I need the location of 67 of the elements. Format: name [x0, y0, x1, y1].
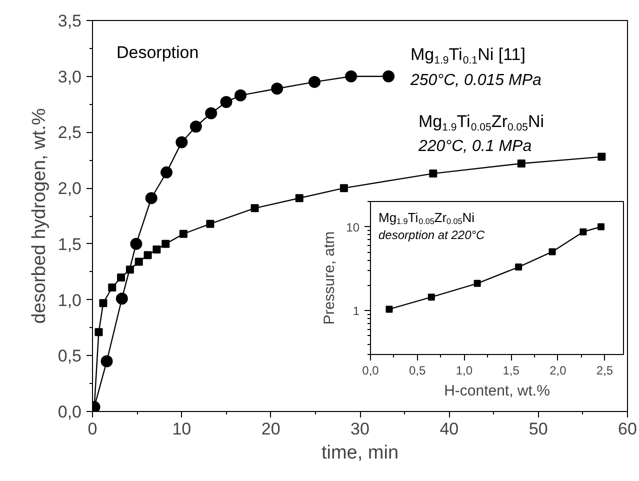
x-tick-label: 40	[440, 420, 459, 438]
x-tick-label: 1,5	[502, 364, 520, 378]
x-axis-title: time, min	[321, 442, 399, 464]
point	[220, 96, 232, 108]
point	[428, 294, 435, 301]
point	[116, 292, 128, 305]
y-tick-label: 0,0	[58, 402, 82, 422]
point	[99, 299, 108, 308]
point	[190, 120, 202, 133]
point	[126, 266, 134, 274]
point	[429, 170, 438, 178]
point	[94, 328, 103, 336]
point	[382, 70, 395, 82]
point	[474, 280, 481, 287]
x-tick-label: 0,0	[362, 364, 380, 378]
point	[580, 228, 587, 236]
point	[598, 152, 606, 161]
point	[206, 220, 214, 228]
y-tick-label: 2,5	[58, 123, 82, 142]
point	[598, 223, 605, 230]
x-tick-label: 20	[261, 420, 280, 438]
point	[205, 107, 218, 120]
x-tick-label: 2,5	[596, 364, 614, 378]
point	[234, 89, 247, 102]
point	[117, 273, 126, 282]
point	[145, 192, 158, 204]
point	[162, 240, 170, 248]
point	[160, 166, 173, 178]
point	[548, 248, 556, 256]
x-tick-label: 0	[88, 420, 98, 438]
point	[271, 82, 284, 95]
point	[386, 306, 393, 313]
annotation: desorption at 220°C	[378, 228, 486, 242]
point	[295, 194, 304, 202]
point	[134, 258, 143, 266]
point	[308, 76, 321, 88]
x-tick-label: 60	[618, 420, 637, 438]
y-tick-label: 1	[352, 304, 360, 318]
x-tick-label: 10	[172, 420, 192, 438]
point	[152, 246, 161, 254]
point	[517, 159, 526, 168]
y-tick-label: 1,0	[58, 290, 82, 310]
y-tick-label: 1,5	[58, 234, 82, 254]
annotation: 250°C, 0.015 MPa	[410, 72, 542, 89]
point	[179, 230, 188, 238]
y-tick-label: 3,0	[58, 67, 82, 86]
y-axis-title: Pressure, atm	[321, 231, 338, 325]
x-axis-title: H-content, wt.%	[444, 382, 550, 400]
point	[515, 264, 522, 271]
x-tick-label: 50	[528, 420, 548, 438]
annotation: 220°C, 0.1 MPa	[418, 138, 532, 155]
point	[144, 251, 152, 260]
point	[340, 184, 348, 192]
y-tick-label: 2,0	[58, 179, 82, 198]
point	[130, 238, 142, 250]
point	[100, 355, 113, 368]
x-tick-label: 1,0	[456, 364, 473, 378]
y-tick-label: 3,5	[58, 12, 82, 30]
x-tick-label: 0,5	[409, 364, 426, 378]
point	[108, 283, 116, 292]
point	[176, 136, 188, 148]
x-tick-label: 2,0	[550, 364, 567, 378]
point	[345, 70, 358, 82]
y-axis-title: desorbed hydrogen, wt.%	[28, 108, 50, 324]
x-tick-label: 30	[350, 420, 370, 438]
annotation: Desorption	[116, 43, 199, 62]
point	[250, 204, 259, 212]
